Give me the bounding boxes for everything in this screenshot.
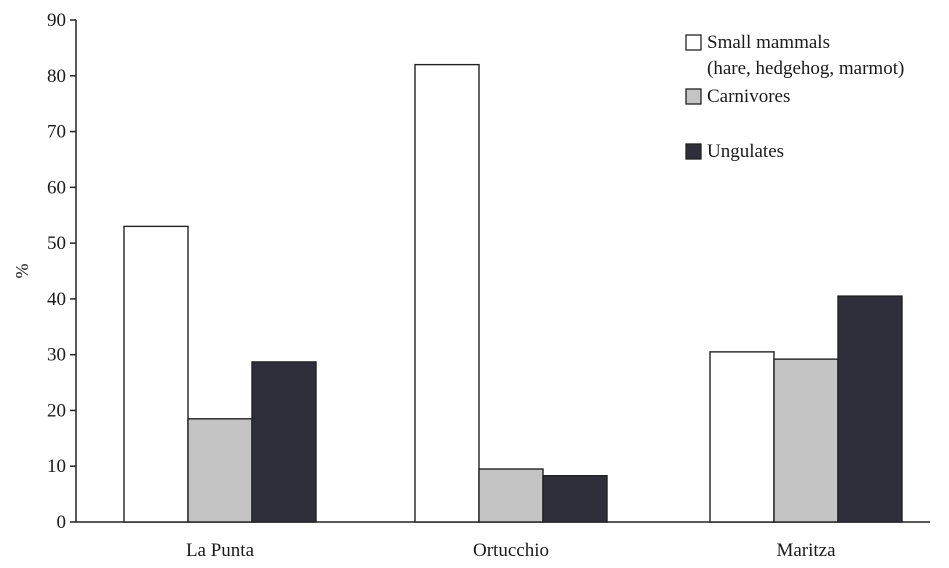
y-tick-label: 80 — [47, 66, 66, 87]
y-tick-label: 30 — [47, 345, 66, 366]
y-tick-label: 70 — [47, 122, 66, 143]
legend-swatch — [686, 35, 701, 50]
bar — [252, 362, 316, 522]
y-tick-label: 0 — [57, 512, 67, 533]
legend-swatch — [686, 144, 701, 159]
y-tick-label: 40 — [47, 289, 66, 310]
category-label: La Punta — [186, 540, 255, 561]
legend-label: Carnivores — [707, 86, 790, 107]
legend-label: Ungulates — [707, 141, 784, 162]
bar — [415, 65, 479, 522]
category-label: Maritza — [776, 540, 836, 561]
y-tick-label: 20 — [47, 400, 66, 421]
bar — [774, 359, 838, 522]
legend-layer: Small mammals (hare, hedgehog, marmot) Car… — [686, 32, 904, 162]
bar — [188, 419, 252, 522]
y-tick-label: 50 — [47, 233, 66, 254]
category-label: Ortucchio — [473, 540, 549, 561]
y-tick-label: 60 — [47, 177, 66, 198]
bar — [710, 352, 774, 522]
legend-label: Small mammals — [707, 32, 830, 53]
bar — [124, 226, 188, 522]
bar — [543, 476, 607, 522]
y-tick-label: 10 — [47, 456, 66, 477]
bar — [479, 469, 543, 522]
y-axis-label: % — [12, 264, 32, 279]
bars-layer — [124, 65, 902, 522]
y-tick-label: 90 — [47, 10, 66, 31]
bar — [838, 296, 902, 522]
legend-swatch — [686, 89, 701, 104]
legend-label: (hare, hedgehog, marmot) — [707, 58, 904, 79]
